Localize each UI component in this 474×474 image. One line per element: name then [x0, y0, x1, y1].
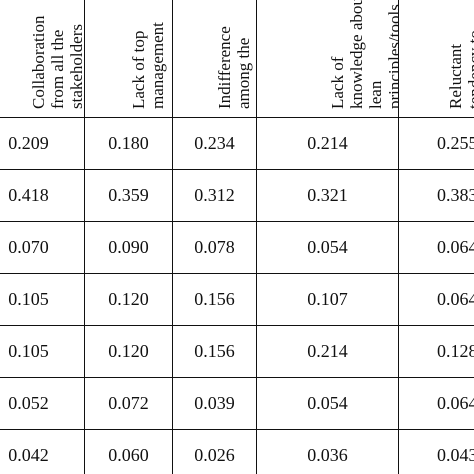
header-indifference-laborers: Indifference among the laborers regardin…	[172, 0, 257, 118]
table-cell: 0.107	[256, 273, 399, 326]
table-cell: 0.180	[84, 117, 173, 170]
table-row: 0.418 0.359 0.312 0.321 0.383	[0, 169, 474, 222]
table-row: 0.042 0.060 0.026 0.036 0.043	[0, 429, 474, 474]
table-cell: 0.072	[84, 377, 173, 430]
table-row: 0.105 0.120 0.156 0.214 0.128	[0, 325, 474, 378]
table-cell: 0.036	[256, 429, 399, 474]
table-cell: 0.120	[84, 325, 173, 378]
table-cell: 0.234	[172, 117, 257, 170]
table-cell: 0.383	[398, 169, 474, 222]
table-cell: 0.060	[84, 429, 173, 474]
table-cell: 0.359	[84, 169, 173, 222]
table-row: 0.070 0.090 0.078 0.054 0.064	[0, 221, 474, 274]
table-cell: 0.255	[398, 117, 474, 170]
table-cell: 0.214	[256, 325, 399, 378]
table-cell: 0.054	[256, 377, 399, 430]
table-cell: 0.039	[172, 377, 257, 430]
table-cell: 0.064	[398, 221, 474, 274]
table-row: 0.052 0.072 0.039 0.054 0.064	[0, 377, 474, 430]
table-row: 0.105 0.120 0.156 0.107 0.064	[0, 273, 474, 326]
table-cell: 0.105	[0, 325, 85, 378]
table-cell: 0.312	[172, 169, 257, 222]
table-cell: 0.090	[84, 221, 173, 274]
table-cell: 0.052	[0, 377, 85, 430]
table-cell: 0.043	[398, 429, 474, 474]
table-cell: 0.026	[172, 429, 257, 474]
table-cell: 0.214	[256, 117, 399, 170]
header-row: Collaboration from all the stakeholders …	[0, 0, 474, 118]
table-cell: 0.070	[0, 221, 85, 274]
table-body: 0.209 0.180 0.234 0.214 0.255 0.418 0.35…	[0, 117, 474, 474]
table-cell: 0.042	[0, 429, 85, 474]
table-cell: 0.418	[0, 169, 85, 222]
header-collaboration: Collaboration from all the stakeholders	[0, 0, 85, 118]
header-reluctant-tendency: Reluctant tendency to follow the	[398, 0, 474, 118]
table-cell: 0.054	[256, 221, 399, 274]
table-cell: 0.078	[172, 221, 257, 274]
table-cell: 0.064	[398, 377, 474, 430]
table-cell: 0.064	[398, 273, 474, 326]
table-cell: 0.156	[172, 273, 257, 326]
table-cell: 0.321	[256, 169, 399, 222]
header-lack-knowledge: Lack of knowledge about lean principles/…	[256, 0, 399, 118]
table-cell: 0.156	[172, 325, 257, 378]
table-row: 0.209 0.180 0.234 0.214 0.255	[0, 117, 474, 170]
table-cell: 0.120	[84, 273, 173, 326]
table-cell: 0.128	[398, 325, 474, 378]
header-top-management: Lack of top management support	[84, 0, 173, 118]
table-cell: 0.209	[0, 117, 85, 170]
table-cell: 0.105	[0, 273, 85, 326]
